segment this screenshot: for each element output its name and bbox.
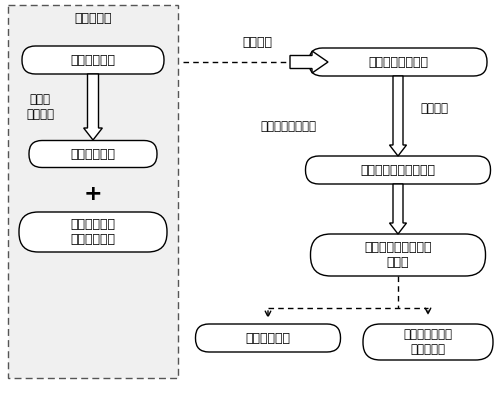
- Text: 三维点云人体表面轮廓: 三维点云人体表面轮廓: [360, 164, 435, 177]
- Text: 自动调整人体朝向: 自动调整人体朝向: [260, 120, 316, 133]
- Polygon shape: [390, 184, 407, 234]
- FancyBboxPatch shape: [309, 48, 487, 76]
- Text: 点云去噪: 点云去噪: [420, 102, 448, 115]
- Text: 采集传输: 采集传输: [242, 35, 272, 49]
- FancyBboxPatch shape: [306, 156, 491, 184]
- Text: +: +: [83, 184, 102, 204]
- Polygon shape: [390, 76, 407, 156]
- Text: 三维传感器: 三维传感器: [74, 13, 112, 25]
- FancyBboxPatch shape: [29, 140, 157, 168]
- FancyBboxPatch shape: [363, 324, 493, 360]
- Text: 机械扫描系统
确定竖直位置: 机械扫描系统 确定竖直位置: [71, 218, 115, 246]
- Text: 人体尺寸测量: 人体尺寸测量: [246, 331, 291, 344]
- Polygon shape: [290, 51, 328, 73]
- Text: 黑白光带图像: 黑白光带图像: [71, 53, 115, 67]
- FancyBboxPatch shape: [19, 212, 167, 252]
- Polygon shape: [83, 74, 102, 140]
- Text: 原始三维点云数据: 原始三维点云数据: [368, 55, 428, 69]
- FancyBboxPatch shape: [311, 234, 486, 276]
- FancyBboxPatch shape: [195, 324, 340, 352]
- Text: 摄像机
标定结果: 摄像机 标定结果: [26, 93, 54, 121]
- Text: 三维空间坐标: 三维空间坐标: [71, 148, 115, 160]
- Text: 任意截面选取，
查看，测量: 任意截面选取， 查看，测量: [404, 328, 452, 356]
- Bar: [8, 5, 178, 378]
- Text: 自动找取特征点和特
征截面: 自动找取特征点和特 征截面: [364, 241, 432, 269]
- FancyBboxPatch shape: [22, 46, 164, 74]
